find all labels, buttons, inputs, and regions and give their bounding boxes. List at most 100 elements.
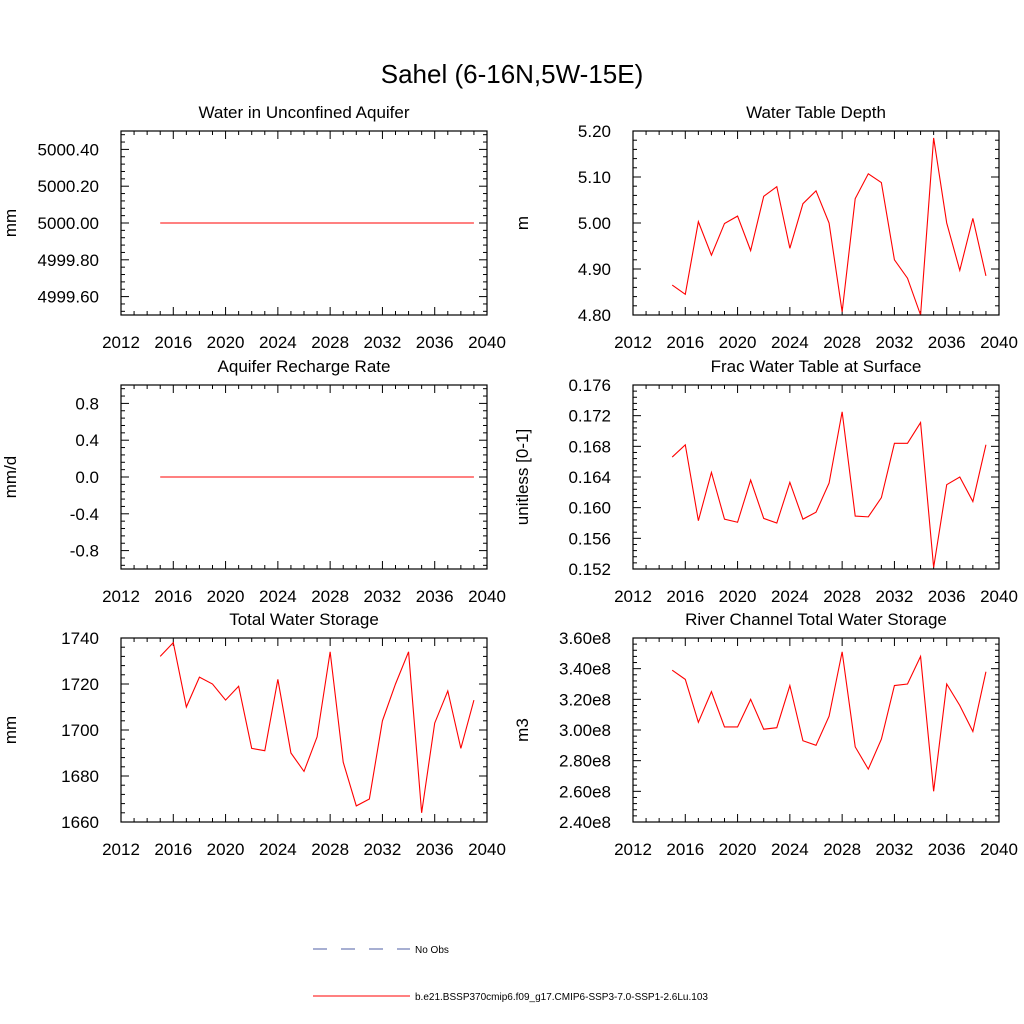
y-tick-label: 0.8 <box>75 394 99 413</box>
data-point <box>841 650 844 653</box>
data-point <box>172 641 175 644</box>
y-tick-label: 3.60e8 <box>559 629 611 648</box>
data-point <box>815 511 818 514</box>
data-point <box>684 443 687 446</box>
data-point <box>697 220 700 223</box>
y-tick-label: 0.152 <box>568 560 611 579</box>
data-point <box>381 719 384 722</box>
x-tick-label: 2032 <box>364 333 402 352</box>
x-tick-label: 2012 <box>102 587 140 606</box>
data-point <box>329 650 332 653</box>
x-tick-label: 2012 <box>614 333 652 352</box>
data-point <box>172 222 175 225</box>
data-point <box>867 768 870 771</box>
series-line <box>671 651 987 792</box>
data-point <box>736 215 739 218</box>
x-tick-label: 2016 <box>666 333 704 352</box>
y-tick-label: 5000.40 <box>38 140 99 159</box>
data-point <box>762 195 765 198</box>
data-point <box>671 669 674 672</box>
x-tick-label: 2040 <box>980 840 1018 859</box>
data-point <box>185 706 188 709</box>
y-tick-label: 1660 <box>61 813 99 832</box>
y-tick-label: 0.160 <box>568 499 611 518</box>
data-point <box>198 676 201 679</box>
data-point <box>815 744 818 747</box>
data-point <box>932 790 935 793</box>
data-point <box>815 189 818 192</box>
data-point <box>303 770 306 773</box>
data-point <box>433 476 436 479</box>
y-tick-label: 1740 <box>61 629 99 648</box>
data-point <box>867 172 870 175</box>
y-tick-label: 0.172 <box>568 407 611 426</box>
data-point <box>263 749 266 752</box>
data-point <box>919 655 922 658</box>
data-point <box>697 519 700 522</box>
plot-frame <box>120 384 488 570</box>
data-point <box>828 222 831 225</box>
data-point <box>854 515 857 518</box>
data-point <box>433 222 436 225</box>
data-point <box>224 222 227 225</box>
data-point <box>723 518 726 521</box>
data-point <box>958 704 961 707</box>
data-point <box>906 683 909 686</box>
data-point <box>749 479 752 482</box>
data-point <box>355 476 358 479</box>
chart-panel-water-table-depth: Water Table Depth 2012 2016 2020 2024 2028 203… <box>513 103 1018 352</box>
data-point <box>329 476 332 479</box>
data-point <box>984 670 987 673</box>
x-tick-label: 2024 <box>259 333 297 352</box>
data-point <box>788 684 791 687</box>
data-point <box>355 804 358 807</box>
x-tick-label: 2024 <box>771 587 809 606</box>
data-point <box>958 476 961 479</box>
x-tick-label: 2020 <box>719 333 757 352</box>
series-line <box>671 137 987 316</box>
data-point <box>172 476 175 479</box>
x-tick-label: 2024 <box>771 840 809 859</box>
data-point <box>459 476 462 479</box>
data-point <box>211 683 214 686</box>
data-point <box>971 500 974 503</box>
x-tick-label: 2012 <box>102 333 140 352</box>
x-tick-label: 2040 <box>468 333 506 352</box>
data-point <box>276 678 279 681</box>
data-point <box>906 442 909 445</box>
data-point <box>841 410 844 413</box>
data-point <box>801 518 804 521</box>
chart-title: Frac Water Table at Surface <box>711 357 922 376</box>
data-point <box>788 481 791 484</box>
x-tick-label: 2012 <box>614 587 652 606</box>
plot-frame <box>120 130 488 316</box>
y-tick-label: 4.90 <box>578 260 611 279</box>
y-tick-label: 5000.00 <box>38 214 99 233</box>
data-point <box>671 456 674 459</box>
y-tick-label: -0.8 <box>70 542 99 561</box>
x-tick-label: 2016 <box>666 587 704 606</box>
data-point <box>775 522 778 525</box>
legend-model-label: b.e21.BSSP370cmip6.f09_g17.CMIP6-SSP3-7.… <box>415 992 708 1003</box>
data-point <box>775 185 778 188</box>
chart-panel-total-water-storage: Total Water Storage 2012 2016 2020 2024 2028 2… <box>1 610 506 859</box>
data-point <box>932 136 935 139</box>
y-tick-label: 1680 <box>61 767 99 786</box>
data-point <box>185 222 188 225</box>
y-tick-label: 3.40e8 <box>559 660 611 679</box>
y-tick-label: 0.4 <box>75 431 99 450</box>
y-tick-label: 0.168 <box>568 437 611 456</box>
data-point <box>893 684 896 687</box>
data-point <box>211 476 214 479</box>
data-point <box>329 222 332 225</box>
x-tick-label: 2020 <box>207 840 245 859</box>
y-tick-label: 5.10 <box>578 168 611 187</box>
plot-frame <box>632 637 1000 823</box>
data-point <box>198 222 201 225</box>
data-point <box>775 726 778 729</box>
data-point <box>684 293 687 296</box>
y-tick-label: 1700 <box>61 721 99 740</box>
x-tick-label: 2024 <box>259 587 297 606</box>
data-point <box>407 650 410 653</box>
